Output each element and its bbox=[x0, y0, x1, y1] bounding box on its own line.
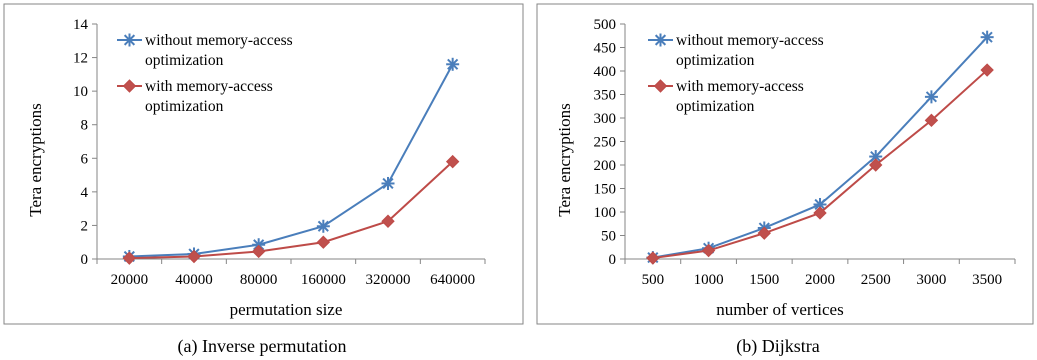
marker-diamond bbox=[646, 251, 660, 265]
marker-asterisk bbox=[381, 176, 395, 190]
y-tick-label: 400 bbox=[594, 64, 617, 80]
y-tick-label: 14 bbox=[73, 17, 89, 33]
marker-diamond bbox=[316, 235, 331, 249]
y-tick-label: 12 bbox=[73, 51, 88, 67]
series-line-asterisk bbox=[129, 63, 454, 258]
legend-label: optimization bbox=[676, 52, 755, 69]
marker-diamond bbox=[445, 154, 460, 169]
x-tick-label: 40000 bbox=[175, 272, 213, 288]
x-tick-label: 80000 bbox=[240, 272, 278, 288]
y-tick-label: 4 bbox=[81, 185, 89, 201]
marker-diamond bbox=[187, 249, 201, 264]
x-tick-label: 320000 bbox=[366, 272, 411, 288]
chart-frame bbox=[3, 3, 524, 325]
marker-asterisk bbox=[869, 150, 883, 164]
chart-inverse-permutation: Tera encryptions permutation size 0 2 4 6 8 1… bbox=[3, 3, 524, 325]
y-tick-label: 10 bbox=[73, 84, 88, 100]
y-tick-label: 50 bbox=[601, 229, 616, 245]
x-tick-label: 640000 bbox=[430, 272, 475, 288]
y-tick-label: 100 bbox=[594, 205, 617, 221]
legend-label: with memory-access bbox=[676, 78, 804, 95]
x-tick-label: 1000 bbox=[694, 272, 724, 288]
plot-area: 0 2 4 6 8 10 12 14 20000 40000 80000 160000 320000 64… bbox=[73, 17, 486, 288]
marker-asterisk bbox=[924, 90, 938, 104]
marker-asterisk bbox=[316, 219, 330, 233]
chart-dijkstra: Tera encryptions number of vertices 0 50 1… bbox=[536, 3, 1034, 325]
x-tick-label: 1500 bbox=[749, 272, 779, 288]
marker-diamond bbox=[757, 226, 771, 240]
x-axis-label: permutation size bbox=[230, 300, 343, 319]
y-axis-label: Tera encryptions bbox=[26, 103, 45, 217]
y-tick-label: 150 bbox=[594, 182, 617, 198]
legend-label: optimization bbox=[145, 98, 224, 115]
x-tick-label: 2000 bbox=[805, 272, 835, 288]
marker-asterisk bbox=[446, 57, 460, 71]
y-tick-label: 0 bbox=[81, 252, 89, 268]
series-line-diamond bbox=[129, 160, 454, 260]
x-tick-label: 3000 bbox=[916, 272, 946, 288]
y-axis-label: Tera encryptions bbox=[555, 103, 574, 217]
marker-diamond bbox=[122, 251, 137, 265]
marker-diamond bbox=[381, 214, 395, 228]
x-tick-label: 20000 bbox=[111, 272, 149, 288]
marker-asterisk bbox=[252, 238, 266, 252]
marker-diamond bbox=[980, 63, 994, 77]
marker-asterisk bbox=[123, 33, 136, 47]
y-tick-label: 350 bbox=[594, 88, 617, 104]
legend-label: optimization bbox=[145, 52, 224, 69]
marker-diamond bbox=[122, 79, 137, 93]
y-tick-label: 300 bbox=[594, 111, 617, 127]
x-tick-label: 3500 bbox=[972, 272, 1002, 288]
y-tick-label: 450 bbox=[594, 41, 617, 57]
y-tick-label: 2 bbox=[81, 218, 89, 234]
y-tick-label: 0 bbox=[609, 252, 617, 268]
y-tick-label: 200 bbox=[594, 158, 617, 174]
marker-diamond bbox=[251, 244, 266, 259]
x-axis-label: number of vertices bbox=[716, 300, 843, 319]
marker-asterisk bbox=[980, 30, 994, 44]
x-tick-label: 500 bbox=[642, 272, 665, 288]
legend-label: optimization bbox=[676, 98, 755, 115]
y-tick-label: 6 bbox=[81, 151, 89, 167]
plot-area: 0 50 100 150 200 250 300 350 400 450 500 500 1000 150… bbox=[594, 17, 1016, 288]
marker-diamond bbox=[653, 79, 668, 93]
legend-label: with memory-access bbox=[145, 78, 273, 95]
chart-frame bbox=[536, 3, 1034, 325]
caption-b: (b) Dijkstra bbox=[736, 336, 819, 357]
y-tick-label: 250 bbox=[594, 135, 617, 151]
legend-label: without memory-access bbox=[145, 32, 293, 49]
x-tick-label: 160000 bbox=[301, 272, 346, 288]
x-tick-label: 2500 bbox=[861, 272, 891, 288]
y-tick-label: 8 bbox=[81, 118, 89, 134]
marker-diamond bbox=[869, 158, 883, 172]
marker-diamond bbox=[701, 243, 716, 258]
y-tick-label: 500 bbox=[594, 17, 617, 33]
legend: without memory-access optimization with me… bbox=[117, 32, 293, 115]
marker-diamond bbox=[924, 113, 939, 128]
legend-label: without memory-access bbox=[676, 32, 824, 49]
marker-asterisk bbox=[654, 33, 667, 47]
marker-diamond bbox=[813, 206, 827, 220]
caption-a: (a) Inverse permutation bbox=[178, 336, 347, 357]
legend: without memory-access optimization with me… bbox=[648, 32, 824, 115]
